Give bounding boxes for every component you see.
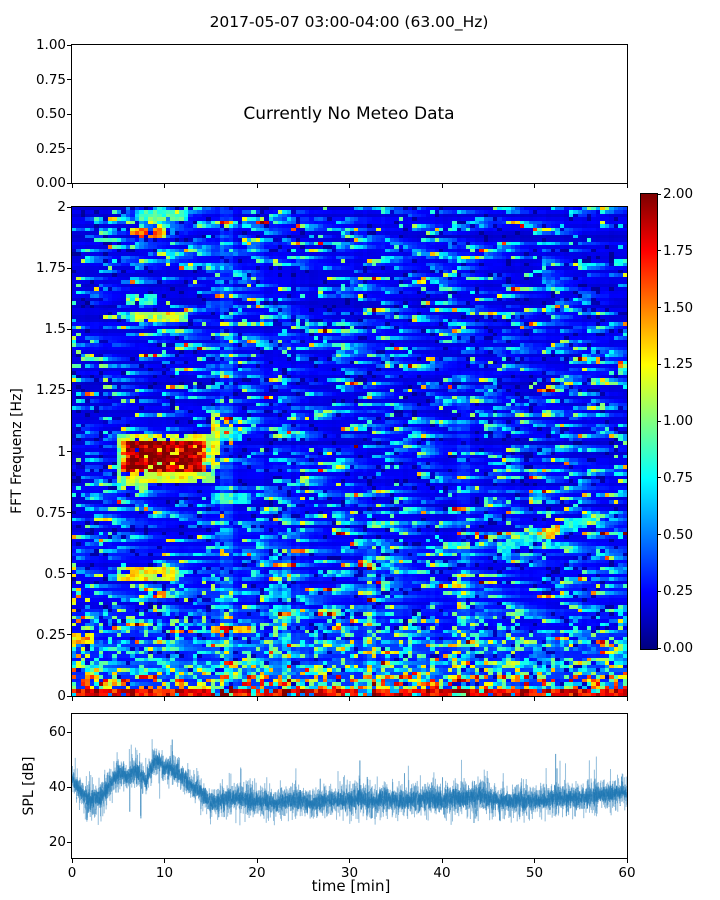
cbar-tick-0-mark <box>657 193 661 195</box>
spl-xtick-2-mark <box>256 859 258 863</box>
meteo-ytick-3-mark <box>67 148 71 149</box>
meteo-ytick-3-label: 0.25 <box>35 140 66 157</box>
spec-xtick-6-mark <box>626 697 628 701</box>
meteo-xtick-6-mark <box>626 184 628 188</box>
spl-xtick-1-label: 10 <box>155 865 174 881</box>
cbar-tick-7-label: 0.25 <box>663 583 694 600</box>
spl-ytick-1-label: 40 <box>48 779 66 796</box>
cbar-tick-4-label: 1.00 <box>663 413 694 429</box>
spl-xtick-5-mark <box>534 859 535 863</box>
spec-xtick-5-mark <box>534 697 535 701</box>
spec-ytick-2-label: 1.5 <box>44 321 66 338</box>
meteo-xtick-1-mark <box>164 184 165 188</box>
spec-ytick-6-mark <box>67 573 71 575</box>
spl-xtick-0-label: 0 <box>67 865 77 881</box>
spl-ytick-2-label: 20 <box>48 834 66 851</box>
cbar-tick-5-label: 0.75 <box>663 469 694 486</box>
spec-ytick-8-label: 0 <box>57 688 66 704</box>
meteo-ytick-1-mark <box>67 79 71 80</box>
spec-ytick-3-label: 1.25 <box>35 382 66 399</box>
cbar-tick-7-mark <box>657 590 661 592</box>
spec-ytick-5-label: 0.75 <box>35 504 66 521</box>
colorbar-canvas <box>641 194 657 649</box>
cbar-tick-2-label: 1.50 <box>663 299 694 316</box>
cbar-tick-0-label: 2.00 <box>663 186 694 202</box>
spl-xtick-4-mark <box>441 859 443 863</box>
spl-ytick-0-mark <box>67 731 71 733</box>
meteo-ytick-4-label: 0.00 <box>35 175 66 191</box>
spec-ytick-0-label: 2 <box>57 199 66 215</box>
cbar-tick-2-mark <box>657 307 661 308</box>
spl-xtick-5-label: 50 <box>525 865 544 881</box>
meteo-ytick-2-label: 0.50 <box>35 106 66 122</box>
spec-xtick-4-mark <box>441 697 443 701</box>
spec-xtick-0-mark <box>71 697 73 701</box>
spectrogram-panel <box>71 206 628 697</box>
spec-ytick-3-mark <box>67 389 71 391</box>
spec-ytick-1-mark <box>67 267 71 269</box>
cbar-tick-5-mark <box>657 477 661 479</box>
meteo-ytick-2-mark <box>67 113 71 115</box>
spec-ytick-8-mark <box>67 695 71 697</box>
spl-ytick-1-mark <box>67 786 71 788</box>
spec-ytick-5-mark <box>67 512 71 514</box>
spec-xtick-2-mark <box>256 697 258 701</box>
spec-ytick-6-label: 0.5 <box>44 565 66 582</box>
spl-xtick-3-label: 30 <box>340 865 359 881</box>
spl-xtick-3-mark <box>349 859 350 863</box>
spec-ytick-2-mark <box>67 328 71 330</box>
spec-ytick-0-mark <box>67 206 71 208</box>
spl-xtick-2-label: 20 <box>248 865 266 881</box>
meteo-xtick-5-mark <box>534 184 535 188</box>
cbar-tick-6-mark <box>657 534 661 535</box>
spl-xtick-1-mark <box>164 859 165 863</box>
meteo-xtick-2-mark <box>256 184 258 188</box>
meteo-ytick-0-mark <box>67 44 71 46</box>
spec-ytick-7-mark <box>67 634 71 636</box>
spec-ytick-4-label: 1 <box>57 443 66 460</box>
figure-title: 2017-05-07 03:00-04:00 (63.00_Hz) <box>209 13 489 31</box>
cbar-tick-4-mark <box>657 420 661 422</box>
meteo-panel <box>71 44 628 184</box>
cbar-tick-8-mark <box>657 647 661 649</box>
spl-xtick-0-mark <box>71 859 73 863</box>
meteo-xtick-3-mark <box>349 184 350 188</box>
cbar-tick-6-label: 0.50 <box>663 526 694 543</box>
spl-panel <box>71 713 628 859</box>
spl-xtick-4-label: 40 <box>433 865 451 881</box>
meteo-ytick-0-label: 1.00 <box>35 37 66 53</box>
cbar-tick-1-mark <box>657 250 661 252</box>
cbar-tick-8-label: 0.00 <box>663 640 694 656</box>
meteo-xtick-0-mark <box>71 184 73 188</box>
spl-canvas <box>72 714 627 858</box>
spl-ytick-2-mark <box>67 841 71 843</box>
spec-xtick-1-mark <box>164 697 165 701</box>
spec-xtick-3-mark <box>349 697 350 701</box>
spl-xlabel: time [min] <box>311 877 391 895</box>
meteo-ytick-1-label: 0.75 <box>35 71 66 88</box>
cbar-tick-3-mark <box>657 363 661 365</box>
meteo-ytick-4-mark <box>67 182 71 184</box>
no-meteo-annotation: Currently No Meteo Data <box>243 104 455 124</box>
spectrogram-canvas <box>72 207 627 696</box>
colorbar <box>640 193 658 650</box>
spec-ytick-7-label: 0.25 <box>35 626 66 643</box>
spl-xtick-6-label: 60 <box>618 865 636 881</box>
spl-ytick-0-label: 60 <box>48 724 66 741</box>
spl-xtick-6-mark <box>626 859 628 863</box>
cbar-tick-3-label: 1.25 <box>663 356 694 373</box>
spec-ytick-4-mark <box>67 451 71 452</box>
spec-ytick-1-label: 1.75 <box>35 260 66 277</box>
meteo-xtick-4-mark <box>441 184 443 188</box>
cbar-tick-1-label: 1.75 <box>663 242 694 259</box>
